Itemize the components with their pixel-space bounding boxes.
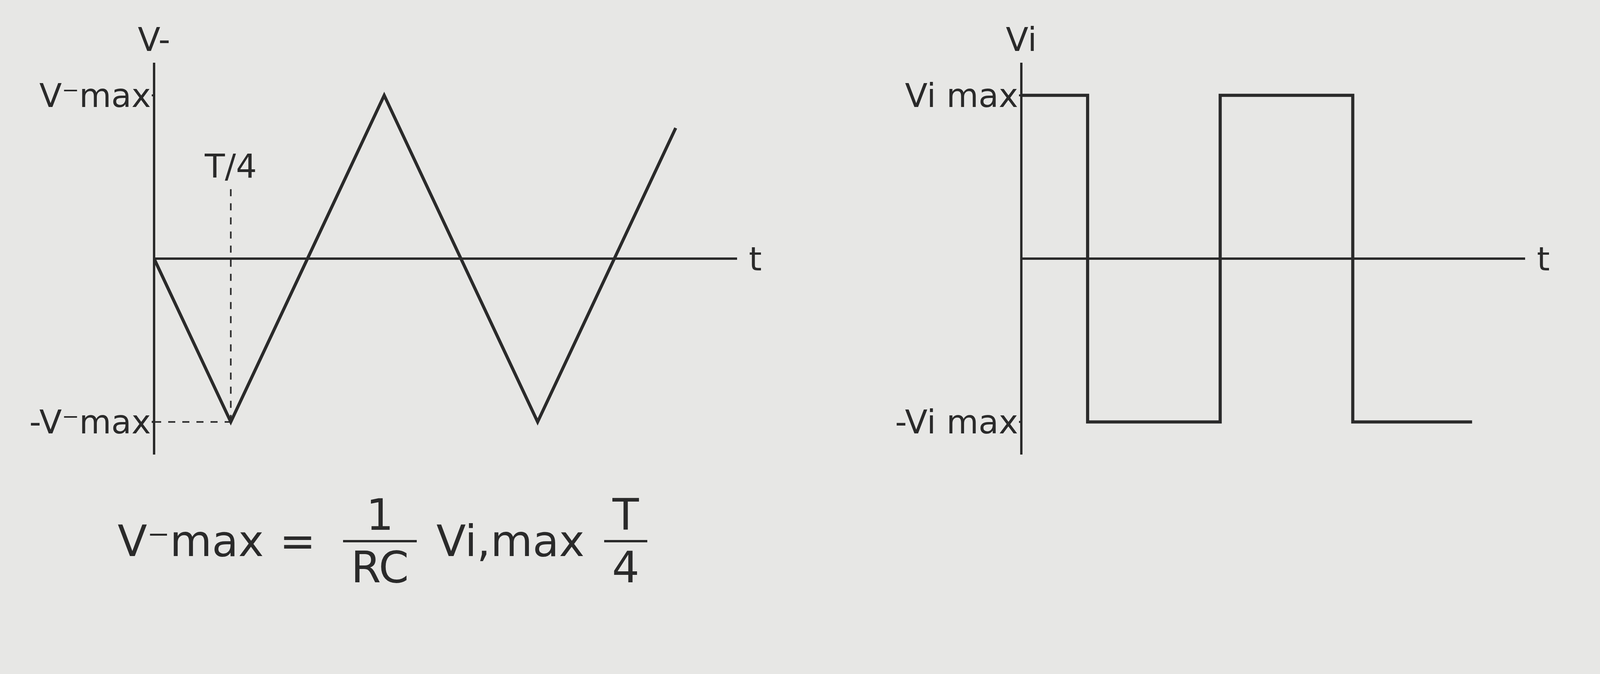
html-text:V⁻max =: V⁻max =: [117, 516, 316, 567]
html-text:4: 4: [611, 542, 640, 593]
svg-text:Vi: Vi: [1006, 20, 1038, 59]
html-text:RC: RC: [350, 542, 409, 593]
svg-text:-V⁻max: -V⁻max: [29, 403, 151, 442]
svg-text:V⁻max: V⁻max: [39, 76, 151, 115]
svg-text:Vi max: Vi max: [904, 76, 1019, 115]
svg-text:-Vi max: -Vi max: [895, 403, 1019, 442]
svg-text:V-: V-: [138, 20, 171, 59]
html-text:Vi,max: Vi,max: [436, 516, 585, 567]
html-text:T: T: [612, 490, 639, 541]
html-text:1: 1: [366, 490, 394, 541]
svg-text:T/4: T/4: [204, 147, 257, 186]
svg-text:t: t: [748, 239, 762, 279]
svg-text:t: t: [1536, 239, 1550, 279]
